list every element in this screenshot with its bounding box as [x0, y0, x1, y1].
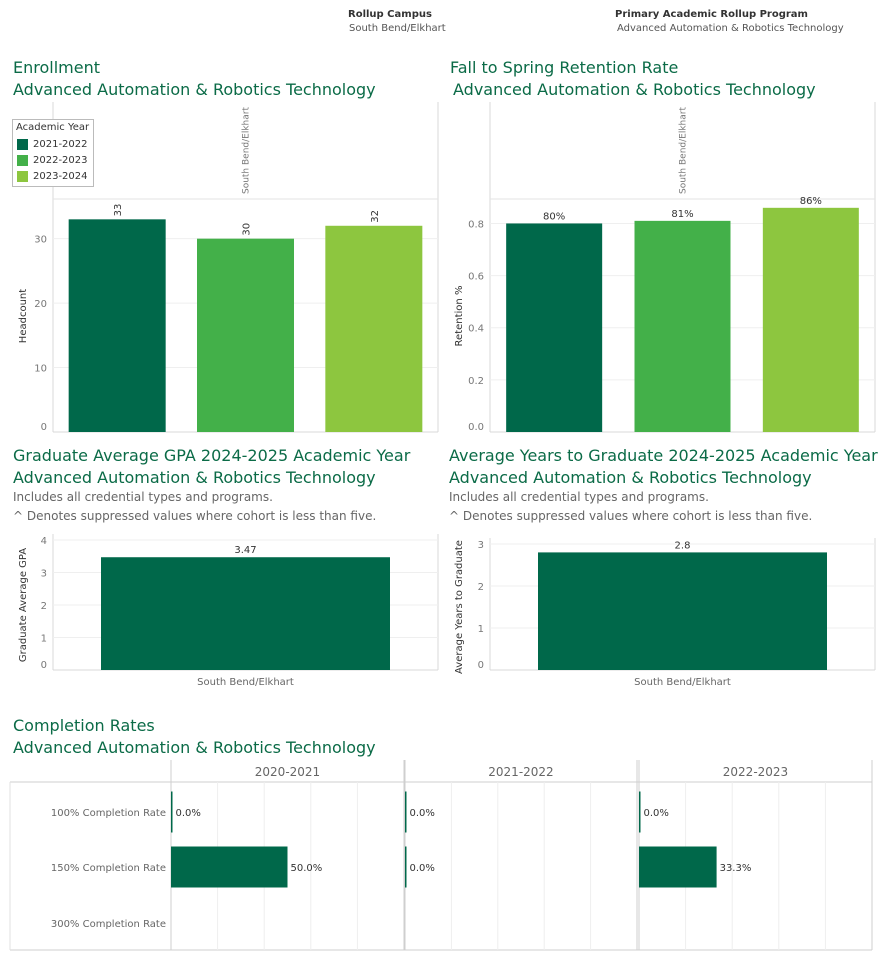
- y-tick-label: 1: [41, 634, 47, 645]
- completion-subtitle: Advanced Automation & Robotics Technolog…: [13, 738, 376, 757]
- data-label: 0.0%: [644, 808, 669, 819]
- panel-year-label: 2022-2023: [723, 765, 788, 779]
- data-label: 80%: [543, 211, 565, 222]
- bar: [171, 791, 173, 833]
- years-title: Average Years to Graduate 2024-2025 Acad…: [449, 446, 878, 465]
- bar: [639, 791, 641, 833]
- panel-year-label: 2020-2021: [255, 765, 320, 779]
- y-tick-label: 1: [478, 624, 484, 635]
- bar: [506, 223, 603, 432]
- legend-item-label: 2022-2023: [33, 154, 88, 166]
- y-tick-label: 2: [478, 582, 484, 593]
- years-note-1: Includes all credential types and progra…: [449, 490, 709, 504]
- enrollment-legend: Academic Year 2021-2022 2022-2023 2023-2…: [12, 119, 94, 187]
- enrollment-title: Enrollment: [13, 58, 100, 77]
- x-tick-label: South Bend/Elkhart: [634, 677, 731, 688]
- y-axis-title: Retention %: [454, 286, 465, 347]
- data-label: 0.0%: [410, 808, 435, 819]
- y-tick-label: 0.0: [468, 422, 484, 433]
- data-label: 2.8: [675, 540, 691, 551]
- enrollment-chart: South Bend/Elkhart 0 10 20 30 Headcount 33 30 32: [18, 102, 439, 433]
- program-filter-value[interactable]: Advanced Automation & Robotics Technolog…: [617, 23, 844, 34]
- data-label: 33.3%: [720, 863, 752, 874]
- campus-filter-label: Rollup Campus: [348, 9, 432, 20]
- data-label: 86%: [800, 196, 822, 207]
- panel-label: South Bend/Elkhart: [242, 107, 252, 194]
- y-tick-label: 0.8: [468, 219, 484, 230]
- completion-title: Completion Rates: [13, 716, 155, 735]
- legend-item-label: 2023-2024: [33, 170, 88, 182]
- data-label: 30: [242, 223, 253, 236]
- y-axis-title: Headcount: [18, 289, 29, 343]
- y-tick-label: 20: [34, 299, 47, 310]
- gpa-subtitle: Advanced Automation & Robotics Technolog…: [13, 468, 376, 487]
- legend-swatch: [17, 138, 28, 150]
- y-tick-label: 0: [478, 660, 484, 671]
- data-label: 32: [370, 210, 381, 223]
- legend-swatch: [17, 170, 28, 182]
- bar: [762, 207, 859, 432]
- y-tick-label: 30: [34, 235, 47, 246]
- bar: [538, 552, 827, 670]
- gpa-note-2: ^ Denotes suppressed values where cohort…: [13, 509, 377, 523]
- row-label: 100% Completion Rate: [51, 808, 166, 819]
- enrollment-subtitle: Advanced Automation & Robotics Technolog…: [13, 80, 376, 99]
- legend-title: Academic Year: [16, 122, 90, 133]
- y-tick-label: 3: [478, 540, 484, 551]
- data-label: 3.47: [234, 545, 256, 556]
- y-tick-label: 0.6: [468, 272, 484, 283]
- bar: [101, 557, 390, 670]
- y-tick-label: 4: [41, 536, 47, 547]
- data-label: 81%: [671, 209, 693, 220]
- y-axis-title: Average Years to Graduate: [454, 540, 465, 674]
- legend-item-label: 2021-2022: [33, 138, 88, 150]
- gpa-note-1: Includes all credential types and progra…: [13, 490, 273, 504]
- y-tick-label: 0: [41, 422, 47, 433]
- years-subtitle: Advanced Automation & Robotics Technolog…: [449, 468, 812, 487]
- retention-subtitle: Advanced Automation & Robotics Technolog…: [453, 80, 816, 99]
- panel-label: South Bend/Elkhart: [679, 107, 689, 194]
- retention-title: Fall to Spring Retention Rate: [450, 58, 679, 77]
- gpa-chart: 0 1 2 3 4 Graduate Average GPA 3.47 South Bend/…: [18, 534, 439, 688]
- bar: [639, 846, 717, 888]
- x-tick-label: South Bend/Elkhart: [197, 677, 294, 688]
- row-label: 300% Completion Rate: [51, 919, 166, 930]
- legend-item-2022-2023[interactable]: 2022-2023: [13, 152, 93, 168]
- data-label: 0.0%: [410, 863, 435, 874]
- bar: [171, 846, 288, 888]
- data-label: 50.0%: [291, 863, 323, 874]
- y-tick-label: 0.2: [468, 376, 484, 387]
- retention-chart: South Bend/Elkhart 0.0 0.2 0.4 0.6 0.8 Retenti…: [454, 102, 876, 433]
- row-label: 150% Completion Rate: [51, 863, 166, 874]
- bar: [197, 238, 294, 432]
- gpa-title: Graduate Average GPA 2024-2025 Academic …: [13, 446, 411, 465]
- bar: [634, 220, 731, 432]
- years-chart: 0 1 2 3 Average Years to Graduate 2.8 South Be…: [454, 538, 876, 688]
- y-tick-label: 2: [41, 601, 47, 612]
- completion-chart: 100% Completion Rate 150% Completion Rate…: [9, 760, 873, 951]
- y-axis-title: Graduate Average GPA: [18, 548, 29, 662]
- data-label: 33: [113, 204, 124, 217]
- y-tick-label: 0.4: [468, 324, 484, 335]
- y-tick-label: 10: [34, 364, 47, 375]
- legend-swatch: [17, 154, 28, 166]
- legend-item-2023-2024[interactable]: 2023-2024: [13, 168, 93, 184]
- y-tick-label: 0: [41, 660, 47, 671]
- legend-item-2021-2022[interactable]: 2021-2022: [13, 136, 93, 152]
- panel-year-label: 2021-2022: [488, 765, 553, 779]
- data-label: 0.0%: [176, 808, 201, 819]
- bar: [405, 846, 407, 888]
- program-filter-label: Primary Academic Rollup Program: [615, 9, 808, 20]
- years-note-2: ^ Denotes suppressed values where cohort…: [449, 509, 813, 523]
- bar: [68, 219, 166, 432]
- bar: [325, 225, 423, 432]
- bar: [405, 791, 407, 833]
- campus-filter-value[interactable]: South Bend/Elkhart: [349, 23, 446, 34]
- y-tick-label: 3: [41, 569, 47, 580]
